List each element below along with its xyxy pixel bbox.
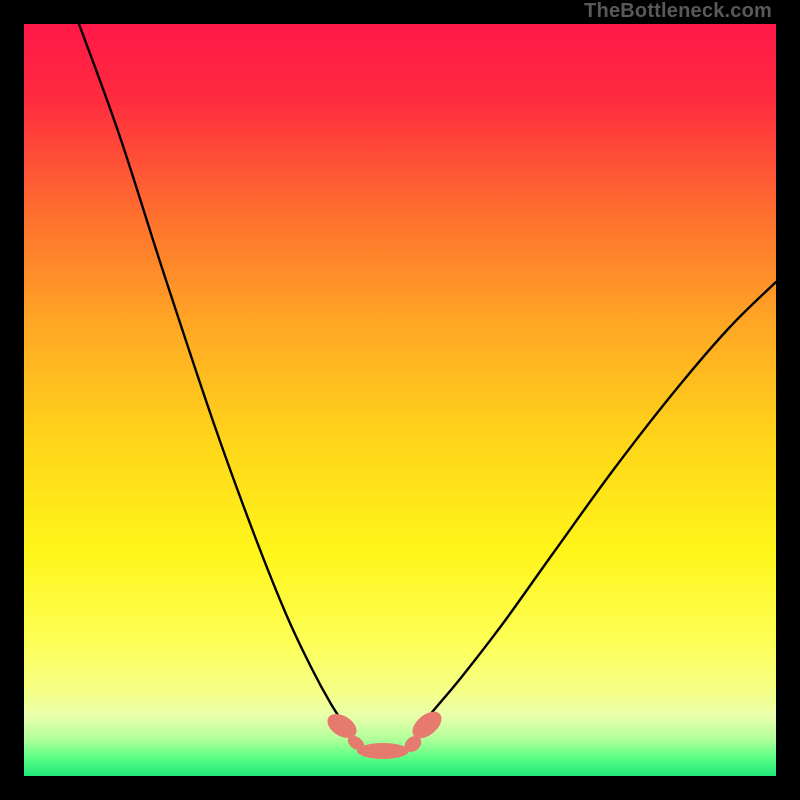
watermark-text: TheBottleneck.com bbox=[584, 0, 772, 23]
right-curve bbox=[422, 282, 776, 724]
chart-curves bbox=[24, 24, 776, 776]
trough-marker-2 bbox=[357, 743, 409, 759]
left-curve bbox=[79, 24, 344, 724]
plot-area bbox=[24, 24, 776, 776]
